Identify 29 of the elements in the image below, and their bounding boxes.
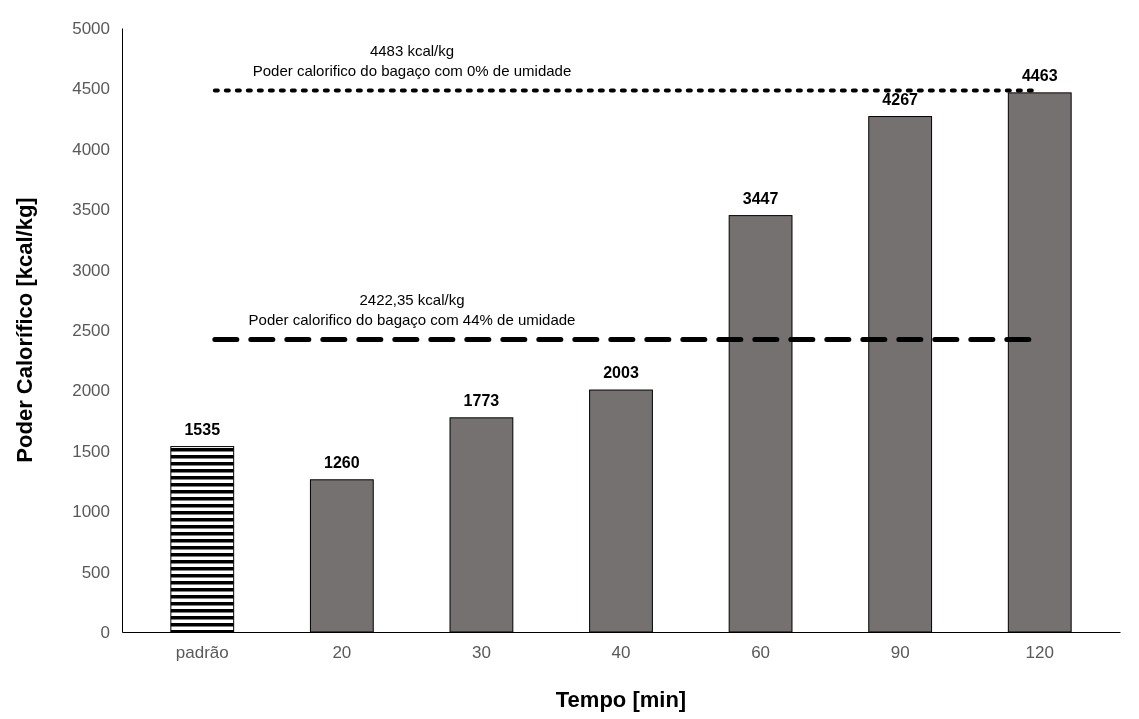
- y-tick-label: 3500: [72, 200, 110, 220]
- y-tick-label: 4500: [72, 79, 110, 99]
- data-label: 1260: [324, 453, 360, 471]
- x-tick-label: 20: [332, 643, 352, 663]
- y-axis-title: Poder Calorífico [kcal/kg]: [12, 197, 37, 463]
- x-tick-label: padrão: [175, 643, 229, 663]
- x-tick-label: 120: [1025, 643, 1054, 663]
- data-label: 4267: [882, 90, 919, 108]
- y-tick-label: 1000: [72, 502, 110, 522]
- data-label: 2003: [603, 364, 639, 382]
- y-tick-label: 500: [81, 562, 110, 582]
- y-tick-label: 4000: [72, 139, 110, 159]
- x-tick-label: 40: [611, 643, 631, 663]
- data-label: 4463: [1021, 66, 1058, 84]
- y-tick-label: 0: [100, 622, 110, 642]
- y-tick-label: 5000: [72, 18, 110, 38]
- x-tick-label: 60: [751, 643, 771, 663]
- data-label: 3447: [742, 189, 779, 207]
- x-tick-label: 90: [890, 643, 910, 663]
- data-label: 1535: [184, 420, 221, 438]
- data-label: 1773: [463, 391, 500, 409]
- y-tick-label: 2500: [72, 320, 110, 340]
- x-axis-title: Tempo [min]: [555, 687, 687, 712]
- x-tick-label: 30: [471, 643, 491, 663]
- y-tick-label: 2000: [72, 381, 110, 401]
- ref-line-label: 2422,35 kcal/kg Poder calorifico do bagaço com 44% de umidade: [248, 291, 576, 329]
- ref-line-label: 4483 kcal/kg Poder calorifico do bagaço com 0% de umidade: [252, 42, 572, 80]
- y-tick-label: 3000: [72, 260, 110, 280]
- y-tick-label: 1500: [72, 441, 110, 461]
